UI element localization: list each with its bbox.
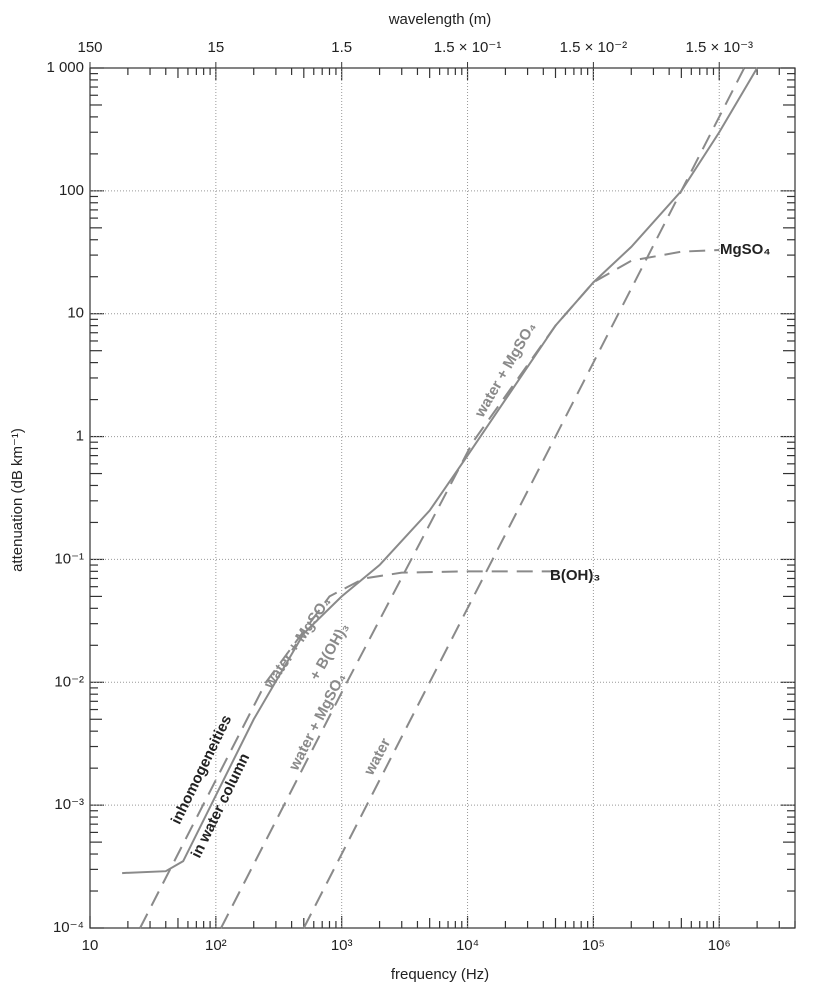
y-tick-label: 1 000 xyxy=(46,59,84,76)
y-tick-label: 10 xyxy=(67,305,84,322)
series-line xyxy=(122,67,758,875)
series-line xyxy=(220,249,720,929)
x-tick-label: 10² xyxy=(205,937,227,954)
x-tick-label: 10 xyxy=(82,937,99,954)
y-axis-title: attenuation (dB km⁻¹) xyxy=(9,428,26,572)
y-tick-label: 10⁻¹ xyxy=(54,550,84,567)
plot-frame xyxy=(89,67,796,929)
top-tick-label: 15 xyxy=(208,39,225,56)
x-tick-label: 10⁵ xyxy=(582,937,605,954)
top-tick-label: 150 xyxy=(77,39,102,56)
top-tick-label: 1.5 × 10⁻³ xyxy=(685,39,753,56)
annotation: water + MgSO₄ xyxy=(285,670,349,774)
y-tick-label: 100 xyxy=(59,182,84,199)
series-label: B(OH)₃ xyxy=(550,567,600,584)
series-label: MgSO₄ xyxy=(720,241,770,258)
y-tick-label: 10⁻³ xyxy=(54,796,84,813)
annotation: water + MgSO₄ xyxy=(471,319,540,421)
top-tick-label: 1.5 × 10⁻¹ xyxy=(434,39,502,56)
series-label: water xyxy=(360,735,394,779)
x-tick-label: 10³ xyxy=(331,937,353,954)
y-tick-label: 10⁻⁴ xyxy=(53,919,84,936)
top-tick-label: 1.5 xyxy=(331,39,352,56)
series-line xyxy=(302,67,746,929)
y-tick-label: 1 xyxy=(76,428,84,445)
series-line xyxy=(139,570,566,929)
top-tick-label: 1.5 × 10⁻² xyxy=(560,39,628,56)
x-axis-title: frequency (Hz) xyxy=(391,966,489,983)
top-axis-title: wavelength (m) xyxy=(388,11,492,28)
x-tick-label: 10⁴ xyxy=(456,937,479,954)
x-tick-label: 10⁶ xyxy=(708,937,731,954)
y-tick-label: 10⁻² xyxy=(54,673,84,690)
